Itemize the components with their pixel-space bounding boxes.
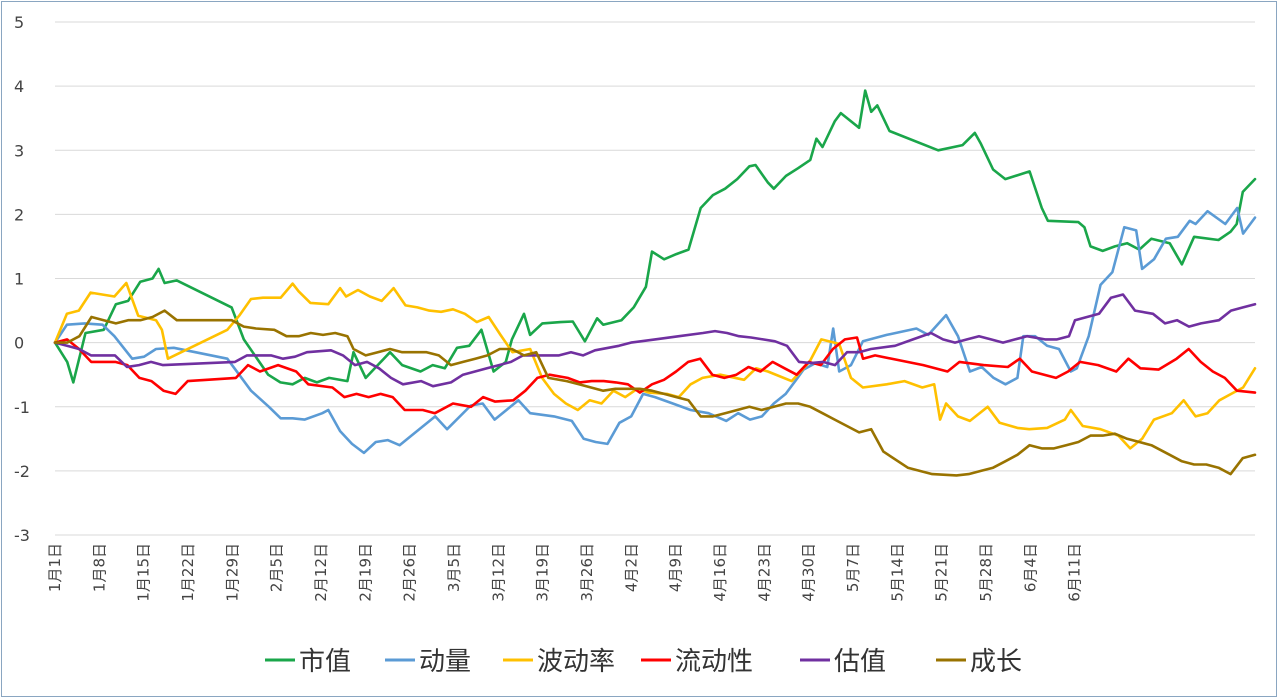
legend-label-3: 流动性	[675, 647, 753, 677]
legend-label-4: 估值	[834, 647, 886, 677]
y-tick-label: 1	[14, 270, 24, 289]
x-tick-label: 1月1日	[46, 543, 64, 592]
x-tick-label: 6月4日	[1021, 543, 1039, 592]
x-tick-label: 3月19日	[534, 543, 552, 602]
x-tick-label: 1月15日	[135, 543, 153, 602]
x-tick-label: 1月8日	[90, 543, 108, 592]
y-tick-label: 5	[14, 13, 24, 32]
x-tick-label: 5月21日	[933, 543, 951, 602]
x-tick-label: 4月2日	[622, 543, 640, 592]
x-tick-label: 3月26日	[578, 543, 596, 602]
x-tick-label: 4月30日	[800, 543, 818, 602]
x-tick-label: 1月29日	[223, 543, 241, 602]
x-tick-label: 4月23日	[755, 543, 773, 602]
legend: 市值 动量 波动率 流动性 估值 成长	[265, 647, 1022, 677]
grid-lines	[55, 21, 1255, 536]
y-axis-ticks: 5 4 3 2 1 0 -1 -2 -3	[14, 13, 30, 545]
legend-label-5: 成长	[970, 647, 1022, 677]
y-tick-label: -3	[14, 526, 30, 545]
series-line-1	[53, 206, 1257, 455]
series-line-5	[53, 309, 1257, 477]
x-tick-label: 2月12日	[312, 543, 330, 602]
y-tick-label: 3	[14, 141, 24, 160]
series-line-3	[53, 336, 1257, 415]
x-tick-label: 5月14日	[888, 543, 906, 602]
series-line-4	[53, 293, 1257, 388]
x-tick-label: 5月28日	[977, 543, 995, 602]
x-tick-label: 6月11日	[1066, 543, 1084, 602]
legend-label-0: 市值	[299, 647, 351, 677]
series-line-0	[53, 89, 1257, 386]
x-tick-label: 5月7日	[844, 543, 862, 592]
y-tick-label: 4	[14, 77, 24, 96]
x-tick-label: 1月22日	[179, 543, 197, 602]
legend-label-2: 波动率	[537, 647, 615, 677]
x-tick-label: 3月12日	[489, 543, 507, 602]
y-tick-label: -1	[14, 398, 30, 417]
x-tick-label: 2月5日	[268, 543, 286, 592]
legend-label-1: 动量	[419, 647, 471, 677]
x-tick-label: 3月5日	[445, 543, 463, 592]
x-tick-label: 4月9日	[667, 543, 685, 592]
x-tick-label: 2月19日	[356, 543, 374, 602]
y-tick-label: 2	[14, 205, 24, 224]
series-lines	[53, 89, 1257, 477]
x-axis-ticks: 1月1日 1月8日 1月15日 1月22日 1月29日 2月5日 2月12日 2月19日 2月2…	[46, 543, 1084, 602]
x-tick-label: 4月16日	[711, 543, 729, 602]
y-tick-label: 0	[14, 334, 24, 353]
x-tick-label: 2月26日	[401, 543, 419, 602]
y-tick-label: -2	[14, 462, 30, 481]
